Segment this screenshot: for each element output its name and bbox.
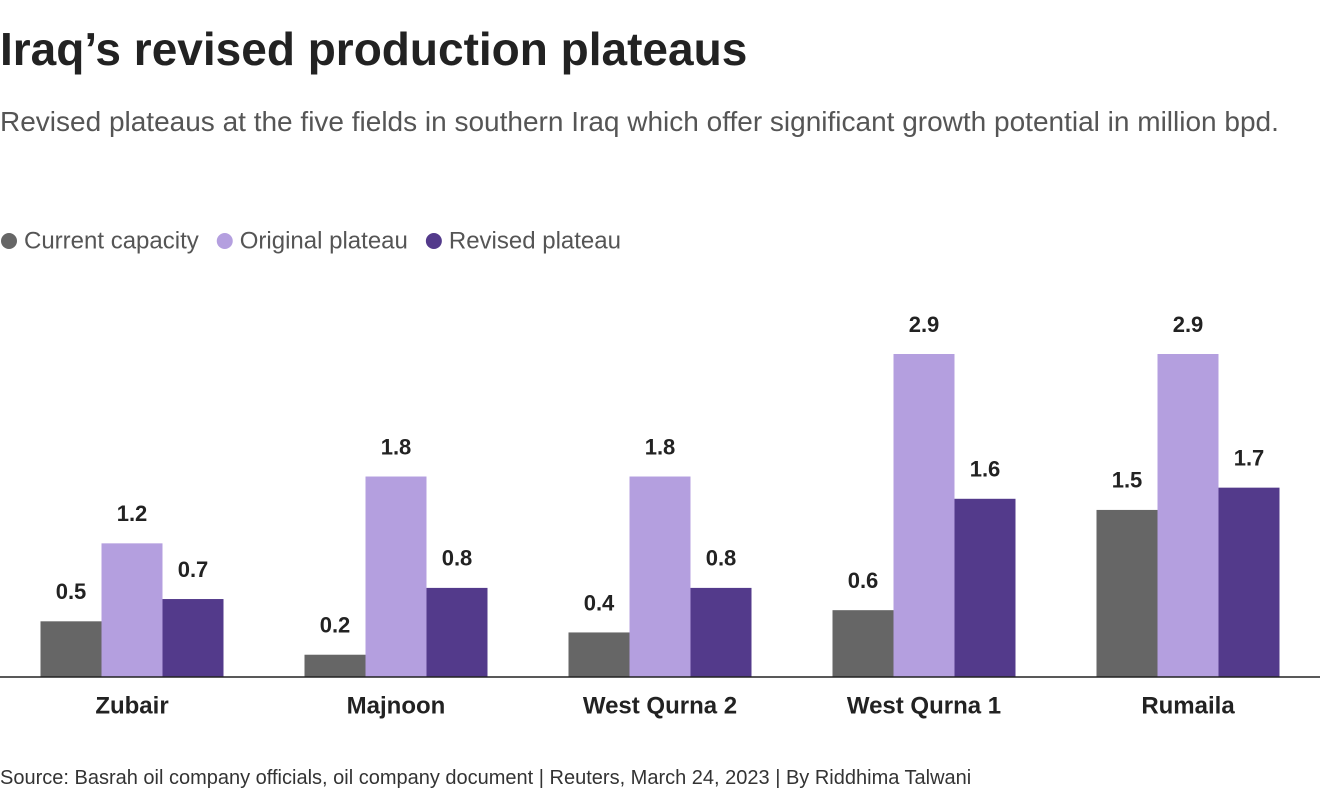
data-label: 1.8	[381, 434, 412, 459]
bar	[629, 476, 691, 677]
data-label: 1.6	[970, 457, 1001, 482]
data-label: 2.9	[1173, 312, 1204, 337]
bar	[568, 632, 630, 677]
bar	[40, 621, 102, 677]
x-tick-label: West Qurna 1	[847, 692, 1001, 719]
bar	[832, 610, 894, 677]
bar	[1157, 354, 1219, 677]
source-note: Source: Basrah oil company officials, oi…	[0, 767, 972, 789]
bar	[365, 476, 427, 677]
bar	[1218, 487, 1280, 677]
bar	[690, 587, 752, 677]
data-label: 0.4	[584, 590, 615, 615]
bar	[893, 354, 955, 677]
data-label: 1.7	[1234, 445, 1265, 470]
data-label: 1.5	[1112, 468, 1143, 493]
bar	[1096, 509, 1158, 677]
data-label: 0.2	[320, 613, 351, 638]
legend-label: Current capacity	[24, 227, 199, 254]
data-label: 1.2	[117, 501, 148, 526]
legend-label: Revised plateau	[449, 227, 621, 254]
data-label: 0.7	[178, 557, 209, 582]
bar	[304, 654, 366, 677]
data-label: 2.9	[909, 312, 940, 337]
x-tick-label: Zubair	[95, 692, 168, 719]
chart-subtitle: Revised plateaus at the five fields in s…	[0, 106, 1279, 137]
bar	[954, 498, 1016, 677]
data-label: 0.5	[56, 579, 87, 604]
x-tick-label: West Qurna 2	[583, 692, 737, 719]
legend-swatch	[1, 233, 17, 249]
legend-label: Original plateau	[240, 227, 408, 254]
data-label: 0.8	[706, 546, 737, 571]
x-tick-label: Majnoon	[347, 692, 446, 719]
bar	[101, 543, 163, 677]
legend-swatch	[425, 233, 442, 249]
chart: Current capacity Original plateau Revised …	[0, 227, 1320, 719]
legend-swatch	[216, 233, 233, 249]
x-tick-label: Rumaila	[1141, 692, 1235, 719]
bar	[162, 599, 224, 677]
data-label: 1.8	[645, 434, 676, 459]
chart-title: Iraq’s revised production plateaus	[0, 23, 748, 75]
data-label: 0.6	[848, 568, 879, 593]
data-label: 0.8	[442, 546, 473, 571]
bar	[426, 587, 488, 677]
